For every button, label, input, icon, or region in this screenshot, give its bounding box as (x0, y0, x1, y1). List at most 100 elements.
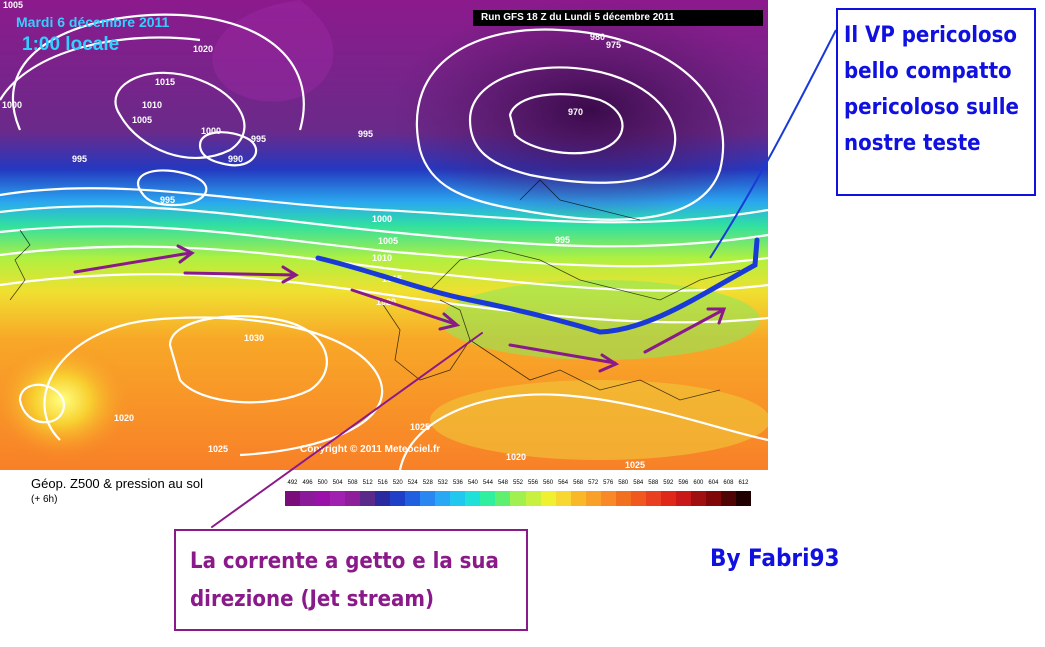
scale-label: 596 (678, 480, 689, 486)
scale-label: 572 (588, 480, 599, 486)
isobar-label: 995 (160, 195, 175, 205)
color-scale-bar (285, 491, 751, 506)
legend-title: Géop. Z500 & pression au sol (31, 476, 203, 491)
isobar-label: 995 (358, 129, 373, 139)
scale-label: 588 (648, 480, 659, 486)
scale-swatch (480, 491, 496, 506)
scale-swatch (660, 491, 676, 506)
color-scale-labels: 492 496 500 504 508 512 516 520 524 528 532 536 540 5… (285, 480, 751, 490)
scale-swatch (435, 491, 451, 506)
scale-swatch (555, 491, 571, 506)
scale-swatch (675, 491, 691, 506)
scale-label: 548 (497, 480, 508, 486)
jet-line: direzione (Jet stream) (190, 587, 435, 612)
scale-swatch (525, 491, 541, 506)
scale-swatch (405, 491, 421, 506)
scale-swatch (690, 491, 706, 506)
vp-line: nostre teste (844, 131, 981, 156)
scale-label: 608 (723, 480, 734, 486)
scale-label: 600 (693, 480, 704, 486)
map-copyright: Copyright © 2011 Meteociel.fr (300, 444, 441, 455)
scale-swatch (315, 491, 331, 506)
scale-swatch (390, 491, 406, 506)
scale-label: 504 (332, 480, 343, 486)
isobar-label: 1025 (625, 460, 645, 470)
weather-map: 1005 1020 1015 1010 1005 1000 995 990 99… (0, 0, 768, 470)
scale-swatch (375, 491, 391, 506)
isobar-label: 980 (590, 32, 605, 42)
scale-swatch (465, 491, 481, 506)
jet-annotation-box: La corrente a getto e la sua direzione (… (174, 529, 528, 631)
scale-swatch (495, 491, 511, 506)
isobar-label: 970 (568, 107, 583, 117)
isobar-label: 1020 (193, 44, 213, 54)
scale-label: 568 (573, 480, 584, 486)
isobar-label: 995 (72, 154, 87, 164)
scale-label: 580 (618, 480, 629, 486)
scale-label: 516 (377, 480, 388, 486)
isobar-label: 990 (228, 154, 243, 164)
jet-line: La corrente a getto e la sua (190, 549, 499, 574)
scale-swatch (330, 491, 346, 506)
isobar-label: 1005 (3, 0, 23, 10)
isobar-label: 1020 (376, 297, 396, 307)
isobar-label: 975 (606, 40, 621, 50)
isobar-label: 1005 (378, 236, 398, 246)
isobar-label: 1000 (372, 214, 392, 224)
scale-label: 512 (362, 480, 373, 486)
isobar-label: 1020 (506, 452, 526, 462)
scale-label: 604 (708, 480, 719, 486)
scale-label: 576 (603, 480, 614, 486)
scale-swatch (540, 491, 556, 506)
isobar-label: 1025 (410, 422, 430, 432)
scale-swatch (285, 491, 301, 506)
map-time: 1:00 locale (22, 34, 120, 55)
scale-swatch (300, 491, 316, 506)
scale-label: 544 (482, 480, 493, 486)
legend-subtitle: (+ 6h) (31, 494, 58, 505)
map-date: Mardi 6 décembre 2011 (16, 14, 170, 30)
isobar-label: 1025 (208, 444, 228, 454)
map-field: 1005 1020 1015 1010 1005 1000 995 990 99… (0, 0, 768, 470)
scale-label: 520 (392, 480, 403, 486)
scale-swatch (585, 491, 601, 506)
scale-swatch (615, 491, 631, 506)
scale-label: 564 (558, 480, 569, 486)
scale-swatch (630, 491, 646, 506)
run-info-bar: Run GFS 18 Z du Lundi 5 décembre 2011 (473, 10, 763, 26)
scale-label: 528 (422, 480, 433, 486)
scale-label: 592 (663, 480, 674, 486)
scale-swatch (450, 491, 466, 506)
scale-label: 612 (738, 480, 749, 486)
scale-label: 532 (437, 480, 448, 486)
scale-swatch (600, 491, 616, 506)
author-byline: By Fabri93 (710, 544, 840, 572)
isobar-label: 1000 (2, 100, 22, 110)
isobar-label: 995 (555, 235, 570, 245)
isobar-label: 1020 (114, 413, 134, 423)
scale-label: 540 (467, 480, 478, 486)
scale-label: 536 (452, 480, 463, 486)
scale-label: 524 (407, 480, 418, 486)
isobar-label: 1030 (244, 333, 264, 343)
scale-swatch (735, 491, 751, 506)
scale-swatch (510, 491, 526, 506)
scale-swatch (705, 491, 721, 506)
isobar-label: 1010 (142, 100, 162, 110)
scale-swatch (420, 491, 436, 506)
isobar-label: 1015 (382, 274, 402, 284)
scale-label: 584 (633, 480, 644, 486)
scale-label: 560 (543, 480, 554, 486)
scale-swatch (570, 491, 586, 506)
isobar-label: 1010 (372, 253, 392, 263)
scale-swatch (345, 491, 361, 506)
scale-swatch (720, 491, 736, 506)
vp-annotation-box: Il VP pericoloso bello compatto pericolo… (836, 8, 1036, 196)
scale-label: 556 (528, 480, 539, 486)
isobar-label: 1005 (132, 115, 152, 125)
vp-line: pericoloso sulle (844, 95, 1019, 120)
isobar-label: 1015 (155, 77, 175, 87)
scale-label: 492 (287, 480, 298, 486)
isobar-label: 995 (251, 134, 266, 144)
isobar-label: 1000 (201, 126, 221, 136)
